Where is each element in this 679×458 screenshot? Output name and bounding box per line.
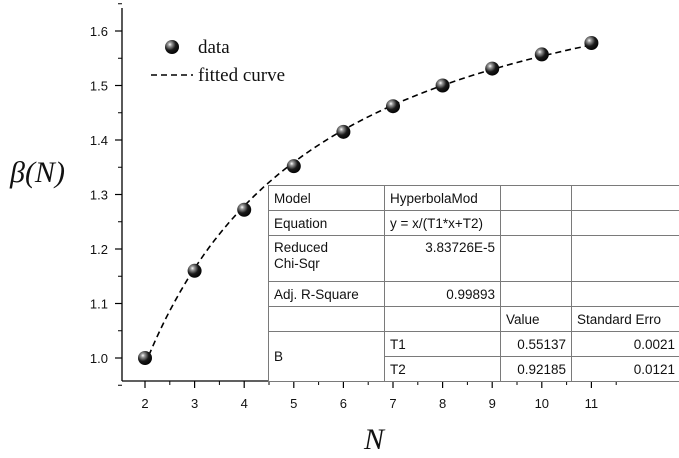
- data-point: [485, 61, 500, 76]
- data-point: [534, 47, 549, 62]
- table-row: Adj. R-Square 0.99893: [268, 281, 679, 307]
- param-t2-error: 0.0121: [571, 356, 679, 382]
- stderr-header: Standard Erro: [571, 306, 679, 332]
- empty-cell: [268, 306, 385, 332]
- y-tick-label: 1.3: [90, 188, 108, 203]
- y-tick-label: 1.5: [90, 79, 108, 94]
- empty-cell: [500, 210, 572, 236]
- y-ticks: 1.0 1.1 1.2 1.3 1.4 1.5 1.6: [90, 3, 122, 386]
- table-row: Equation y = x/(T1*x+T2): [268, 210, 679, 236]
- empty-cell: [384, 306, 501, 332]
- model-value: HyperbolaMod: [384, 185, 501, 211]
- fit-results-table: Model HyperbolaMod Equation y = x/(T1*x+…: [268, 185, 679, 382]
- x-tick-label: 2: [141, 396, 148, 411]
- empty-cell: [571, 281, 679, 307]
- y-tick-label: 1.4: [90, 133, 108, 148]
- x-ticks: 2 3 4 5 6 7 8 9 10 11: [141, 381, 617, 411]
- table-row: Model HyperbolaMod: [268, 185, 679, 211]
- param-t1-error: 0.0021: [571, 331, 679, 357]
- x-axis-title: N: [363, 423, 386, 456]
- empty-cell: [500, 281, 572, 307]
- fitted-curve-line: [144, 44, 592, 365]
- table-row: Value Standard Erro: [268, 306, 679, 332]
- model-label: Model: [268, 185, 385, 211]
- equation-label: Equation: [268, 210, 385, 236]
- legend-data-marker: [165, 40, 179, 54]
- x-tick-label: 3: [191, 396, 198, 411]
- x-tick-label: 5: [290, 396, 297, 411]
- empty-cell: [500, 235, 572, 282]
- empty-cell: [571, 210, 679, 236]
- y-tick-label: 1.0: [90, 351, 108, 366]
- y-tick-label: 1.1: [90, 297, 108, 312]
- empty-cell: [571, 235, 679, 282]
- chisq-label-line1: Reduced: [274, 240, 329, 255]
- x-tick-label: 4: [241, 396, 248, 411]
- value-header: Value: [500, 306, 572, 332]
- x-tick-label: 9: [489, 396, 496, 411]
- r2-value: 0.99893: [384, 281, 501, 307]
- data-point: [336, 124, 351, 139]
- data-point: [138, 351, 152, 365]
- param-group-label: B: [268, 331, 385, 382]
- data-point: [435, 78, 450, 93]
- param-t1-name: T1: [384, 331, 501, 357]
- param-t2-name: T2: [384, 356, 501, 382]
- x-tick-label: 10: [535, 396, 549, 411]
- data-point: [237, 202, 252, 217]
- data-point: [386, 99, 400, 114]
- data-point: [584, 35, 599, 50]
- table-row: T2 0.92185 0.0121: [269, 356, 679, 382]
- y-tick-label: 1.6: [90, 24, 108, 39]
- table-row: Reduced Chi-Sqr 3.83726E-5: [268, 235, 679, 282]
- empty-cell: [500, 185, 572, 211]
- x-tick-label: 11: [585, 396, 599, 411]
- data-point: [286, 159, 301, 174]
- y-axis-title: β(N): [9, 156, 65, 189]
- table-row: B T1 0.55137 0.0021: [268, 331, 679, 382]
- param-t1-value: 0.55137: [500, 331, 572, 357]
- x-tick-label: 8: [439, 396, 446, 411]
- legend-data-label: data: [198, 37, 230, 58]
- chisq-label-line2: Chi-Sqr: [274, 256, 320, 271]
- chisq-label: Reduced Chi-Sqr: [268, 235, 385, 282]
- equation-value: y = x/(T1*x+T2): [384, 210, 501, 236]
- data-points: [138, 35, 599, 365]
- legend-fit-label: fitted curve: [198, 65, 285, 86]
- x-tick-label: 7: [389, 396, 396, 411]
- empty-cell: [571, 185, 679, 211]
- x-tick-label: 6: [340, 396, 347, 411]
- y-tick-label: 1.2: [90, 242, 108, 257]
- param-t2-value: 0.92185: [500, 356, 572, 382]
- chisq-value: 3.83726E-5: [384, 235, 501, 282]
- legend: data fitted curve: [151, 37, 285, 86]
- data-point: [187, 263, 202, 278]
- r2-label: Adj. R-Square: [268, 281, 385, 307]
